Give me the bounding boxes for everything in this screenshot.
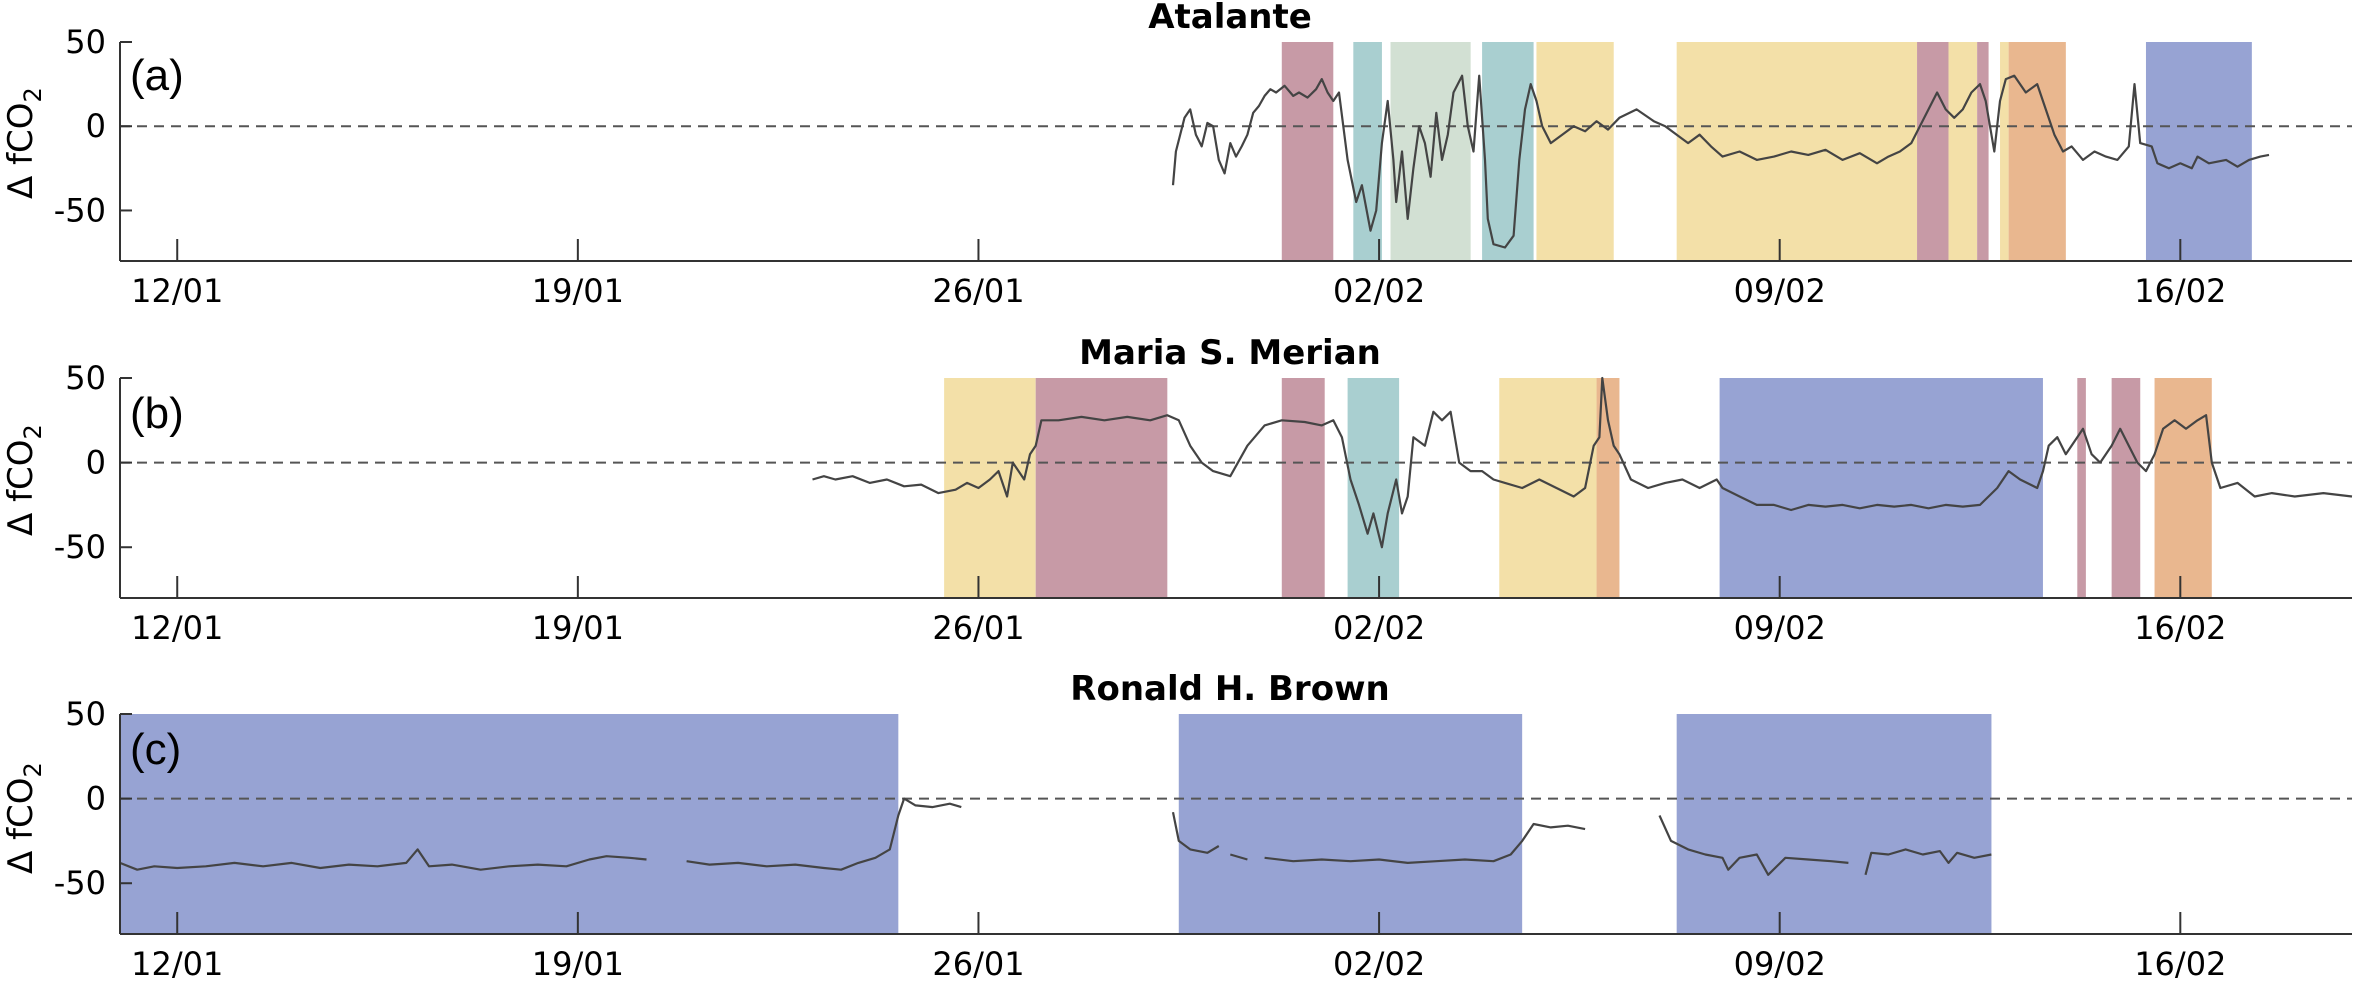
panel-label: (c) <box>130 725 181 774</box>
y-tick-label: -50 <box>54 191 106 229</box>
x-tick-label: 16/02 <box>2134 945 2226 983</box>
x-tick-label: 09/02 <box>1734 945 1826 983</box>
x-tick-label: 12/01 <box>131 609 223 647</box>
panel-title: Maria S. Merian <box>1079 333 1381 373</box>
series-line <box>1171 74 2270 249</box>
y-axis-label: Δ fCO2 <box>1 762 47 874</box>
y-tick-label: 0 <box>86 780 106 818</box>
shaded-region <box>1948 42 1978 261</box>
shaded-region <box>2154 378 2212 598</box>
x-tick-label: 16/02 <box>2134 272 2226 310</box>
series-line <box>1171 811 1220 854</box>
shaded-region <box>2000 42 2009 261</box>
shaded-region <box>1482 42 1534 261</box>
shaded-region <box>1977 42 1989 261</box>
panel-label: (b) <box>130 389 184 438</box>
shaded-region <box>1676 714 1992 934</box>
shaded-region <box>1390 42 1471 261</box>
x-tick-label: 02/02 <box>1333 272 1425 310</box>
shaded-region <box>2008 42 2066 261</box>
x-tick-label: 19/01 <box>532 609 624 647</box>
shaded-region <box>1281 42 1334 261</box>
panel-title: Ronald H. Brown <box>1070 669 1389 709</box>
x-tick-label: 09/02 <box>1734 272 1826 310</box>
shaded-region <box>1281 378 1325 598</box>
panel-a: 50 0 -50 12/01 19/01 26/01 02/02 09/02 16/02 At… <box>1 0 2352 310</box>
y-axis-label: Δ fCO2 <box>1 87 47 199</box>
y-tick-label: -50 <box>54 864 106 902</box>
shaded-region <box>120 714 899 934</box>
shaded-region <box>1596 378 1620 598</box>
shaded-region <box>1347 378 1400 598</box>
y-tick-label: 50 <box>65 695 106 733</box>
shaded-region <box>1536 42 1614 261</box>
y-tick-label: 0 <box>86 444 106 482</box>
shaded-region <box>1499 378 1597 598</box>
shaded-region <box>1353 42 1382 261</box>
series-line <box>1864 848 1992 876</box>
series-line <box>119 848 647 871</box>
series-line <box>1658 815 1849 876</box>
y-axis-label: Δ fCO2 <box>1 424 47 536</box>
panel-b: 50 0 -50 12/01 19/01 26/01 02/02 09/02 16/02 Ma… <box>1 333 2353 647</box>
panel-label: (a) <box>130 51 184 100</box>
x-tick-label: 16/02 <box>2134 609 2226 647</box>
panel-title: Atalante <box>1148 0 1312 37</box>
x-tick-label: 26/01 <box>932 945 1024 983</box>
shaded-region <box>2145 42 2252 261</box>
x-tick-label: 02/02 <box>1333 609 1425 647</box>
x-tick-label: 09/02 <box>1734 609 1826 647</box>
x-tick-label: 26/01 <box>932 272 1024 310</box>
series-line <box>686 797 962 871</box>
series-line <box>812 376 2353 549</box>
x-tick-label: 12/01 <box>131 945 223 983</box>
y-tick-label: 50 <box>65 23 106 61</box>
y-tick-label: 50 <box>65 359 106 397</box>
shaded-region <box>1719 378 2043 598</box>
x-tick-label: 19/01 <box>532 945 624 983</box>
shaded-region <box>1676 42 1918 261</box>
y-tick-label: -50 <box>54 528 106 566</box>
shaded-region <box>1035 378 1168 598</box>
x-tick-label: 02/02 <box>1333 945 1425 983</box>
y-tick-label: 0 <box>86 107 106 145</box>
shaded-region <box>2077 378 2086 598</box>
shaded-region <box>1917 42 1949 261</box>
panel-c: 50 0 -50 12/01 19/01 26/01 02/02 09/02 16/02 Ro… <box>1 669 2352 983</box>
series-line <box>1229 853 1248 861</box>
series-line <box>1264 822 1586 864</box>
x-tick-label: 12/01 <box>131 272 223 310</box>
x-tick-label: 19/01 <box>532 272 624 310</box>
shaded-region <box>1178 714 1523 934</box>
shaded-region <box>2111 378 2141 598</box>
x-tick-label: 26/01 <box>932 609 1024 647</box>
